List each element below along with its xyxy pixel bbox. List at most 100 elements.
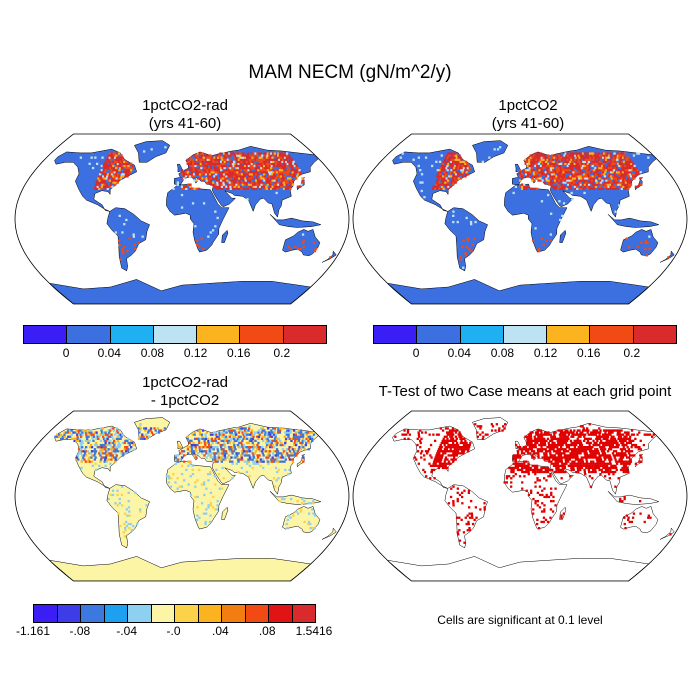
map-1-cell — [223, 166, 226, 170]
map-1-cell — [196, 162, 199, 165]
panel-3-title-line1: 1pctCO2-rad — [142, 374, 228, 391]
map-3-cell — [88, 460, 92, 463]
map-4-cell — [514, 462, 517, 465]
map-3-cell — [195, 437, 199, 440]
map-3-cell — [107, 443, 110, 447]
map-4-cell — [617, 443, 620, 447]
map-3-cell — [199, 437, 202, 440]
map-4-cell — [564, 460, 568, 463]
map-4-cell — [604, 448, 607, 451]
map-4-cell — [528, 448, 532, 451]
map-1-cell — [216, 171, 219, 174]
map-1-cell — [296, 166, 300, 170]
map-4-cell — [468, 446, 471, 449]
map-4-cell — [533, 464, 537, 467]
map-4-cell — [576, 454, 579, 457]
map-2-cell — [566, 181, 569, 184]
map-3-cell — [188, 446, 191, 449]
map-3-cell — [100, 458, 103, 461]
map-4-cell — [602, 433, 605, 436]
map-2-cell — [542, 166, 545, 170]
map-4-cell — [613, 437, 617, 440]
map-4-cell — [533, 468, 537, 472]
map-4-cell — [417, 433, 420, 436]
map-4-cell — [543, 495, 546, 499]
map-1-cell — [220, 169, 223, 172]
map-1-cell — [195, 187, 199, 190]
map-3-cell — [280, 454, 284, 457]
map-3-cell — [112, 489, 115, 492]
map-2-cell — [423, 196, 426, 199]
map-4-cell — [583, 468, 586, 472]
map-1-cell — [268, 173, 272, 176]
map-3-cell — [119, 443, 122, 447]
map-1-cell — [214, 183, 217, 186]
map-2-cell — [625, 179, 629, 182]
map-4-cell — [442, 466, 445, 470]
map-3-cell — [103, 460, 106, 463]
map-4-cell — [403, 429, 406, 432]
map-3-cell — [241, 458, 244, 461]
map-4-cell — [447, 454, 450, 457]
map-2-cell — [450, 169, 453, 172]
map-4-cell — [458, 431, 461, 434]
map-3-cell — [206, 446, 209, 449]
map-3-cell — [167, 475, 171, 478]
map-4-cell — [554, 437, 557, 440]
map-4-cell — [449, 435, 452, 438]
map-1-cell — [205, 164, 208, 168]
map-4-cell — [634, 443, 638, 447]
map-4-cell — [594, 450, 598, 453]
map-2-cell — [629, 166, 632, 170]
map-1-cell — [124, 173, 128, 176]
map-3-cell — [88, 456, 91, 459]
colorbar-diff-swatch — [198, 605, 222, 622]
map-1-cell — [218, 169, 221, 172]
map-4-cell — [523, 464, 526, 467]
map-4-cell — [458, 446, 461, 449]
map-3-cell — [104, 458, 107, 461]
map-1-cell — [243, 162, 246, 165]
map-1-cell — [229, 185, 232, 188]
map-3-cell — [301, 441, 304, 445]
map-3-cell — [298, 437, 301, 440]
map-3-cell — [252, 439, 255, 442]
map-1-cell — [241, 181, 244, 184]
map-4-cell — [594, 448, 597, 451]
map-4-cell — [448, 429, 452, 432]
map-1-cell — [276, 181, 279, 184]
map-2-cell — [543, 154, 547, 157]
map-4-cell — [588, 443, 591, 447]
map-4-cell — [433, 460, 436, 463]
map-1-cell — [262, 166, 265, 170]
map-2-cell — [570, 171, 573, 174]
map-3-cell — [98, 452, 101, 455]
map-3-cell — [103, 439, 106, 442]
map-1-cell — [112, 152, 115, 155]
map-3-cell — [187, 464, 190, 467]
map-3-cell — [265, 441, 268, 445]
map-3-cell — [127, 522, 130, 526]
map-2-cell — [610, 187, 613, 190]
map-2-cell — [538, 169, 541, 172]
map-4-cell — [594, 470, 597, 474]
map-2-cell — [583, 191, 586, 195]
map-1-cell — [123, 160, 126, 163]
map-2-cell — [567, 185, 570, 188]
map-3-cell — [224, 450, 228, 453]
map-1-cell — [280, 156, 283, 159]
map-3-cell — [147, 429, 150, 432]
map-1-cell — [219, 175, 222, 178]
map-4-cell — [454, 435, 457, 438]
map-2-cell — [599, 164, 602, 168]
map-4-cell — [623, 448, 627, 451]
map-3-cell — [56, 435, 59, 438]
map-3-cell — [83, 458, 86, 461]
map-3-cell — [281, 456, 284, 459]
map-2-cell — [449, 185, 452, 188]
map-4-cell — [542, 466, 545, 470]
map-3-cell — [275, 456, 278, 459]
map-2-cell — [556, 183, 559, 186]
map-3-cell — [125, 508, 128, 511]
map-3-cell — [229, 446, 233, 449]
